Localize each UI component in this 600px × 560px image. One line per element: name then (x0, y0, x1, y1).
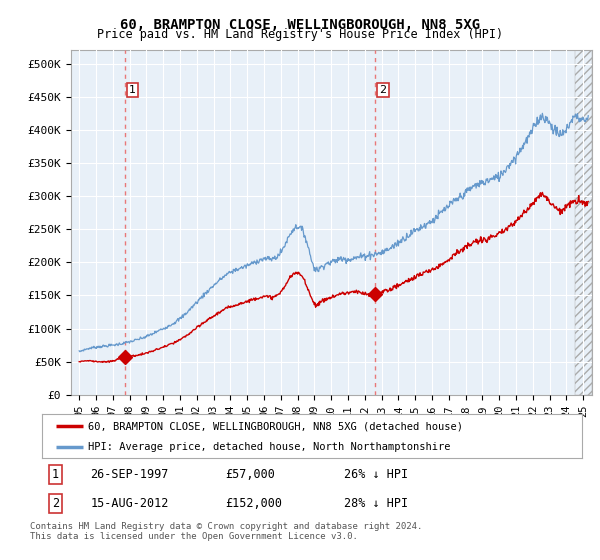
Text: 2: 2 (379, 85, 386, 95)
Text: £57,000: £57,000 (226, 468, 275, 481)
Text: 15-AUG-2012: 15-AUG-2012 (91, 497, 169, 510)
Text: £152,000: £152,000 (226, 497, 283, 510)
Text: 60, BRAMPTON CLOSE, WELLINGBOROUGH, NN8 5XG: 60, BRAMPTON CLOSE, WELLINGBOROUGH, NN8 … (120, 18, 480, 32)
Text: 1: 1 (52, 468, 59, 481)
Text: 2: 2 (52, 497, 59, 510)
Text: 26% ↓ HPI: 26% ↓ HPI (344, 468, 409, 481)
Bar (575, 50, 592, 395)
Text: Contains HM Land Registry data © Crown copyright and database right 2024.
This d: Contains HM Land Registry data © Crown c… (30, 522, 422, 542)
Text: 1: 1 (129, 85, 136, 95)
Bar (575, 50, 592, 395)
Text: Price paid vs. HM Land Registry's House Price Index (HPI): Price paid vs. HM Land Registry's House … (97, 28, 503, 41)
Text: HPI: Average price, detached house, North Northamptonshire: HPI: Average price, detached house, Nort… (88, 442, 451, 451)
Text: 28% ↓ HPI: 28% ↓ HPI (344, 497, 409, 510)
Text: 60, BRAMPTON CLOSE, WELLINGBOROUGH, NN8 5XG (detached house): 60, BRAMPTON CLOSE, WELLINGBOROUGH, NN8 … (88, 421, 463, 431)
Text: 26-SEP-1997: 26-SEP-1997 (91, 468, 169, 481)
